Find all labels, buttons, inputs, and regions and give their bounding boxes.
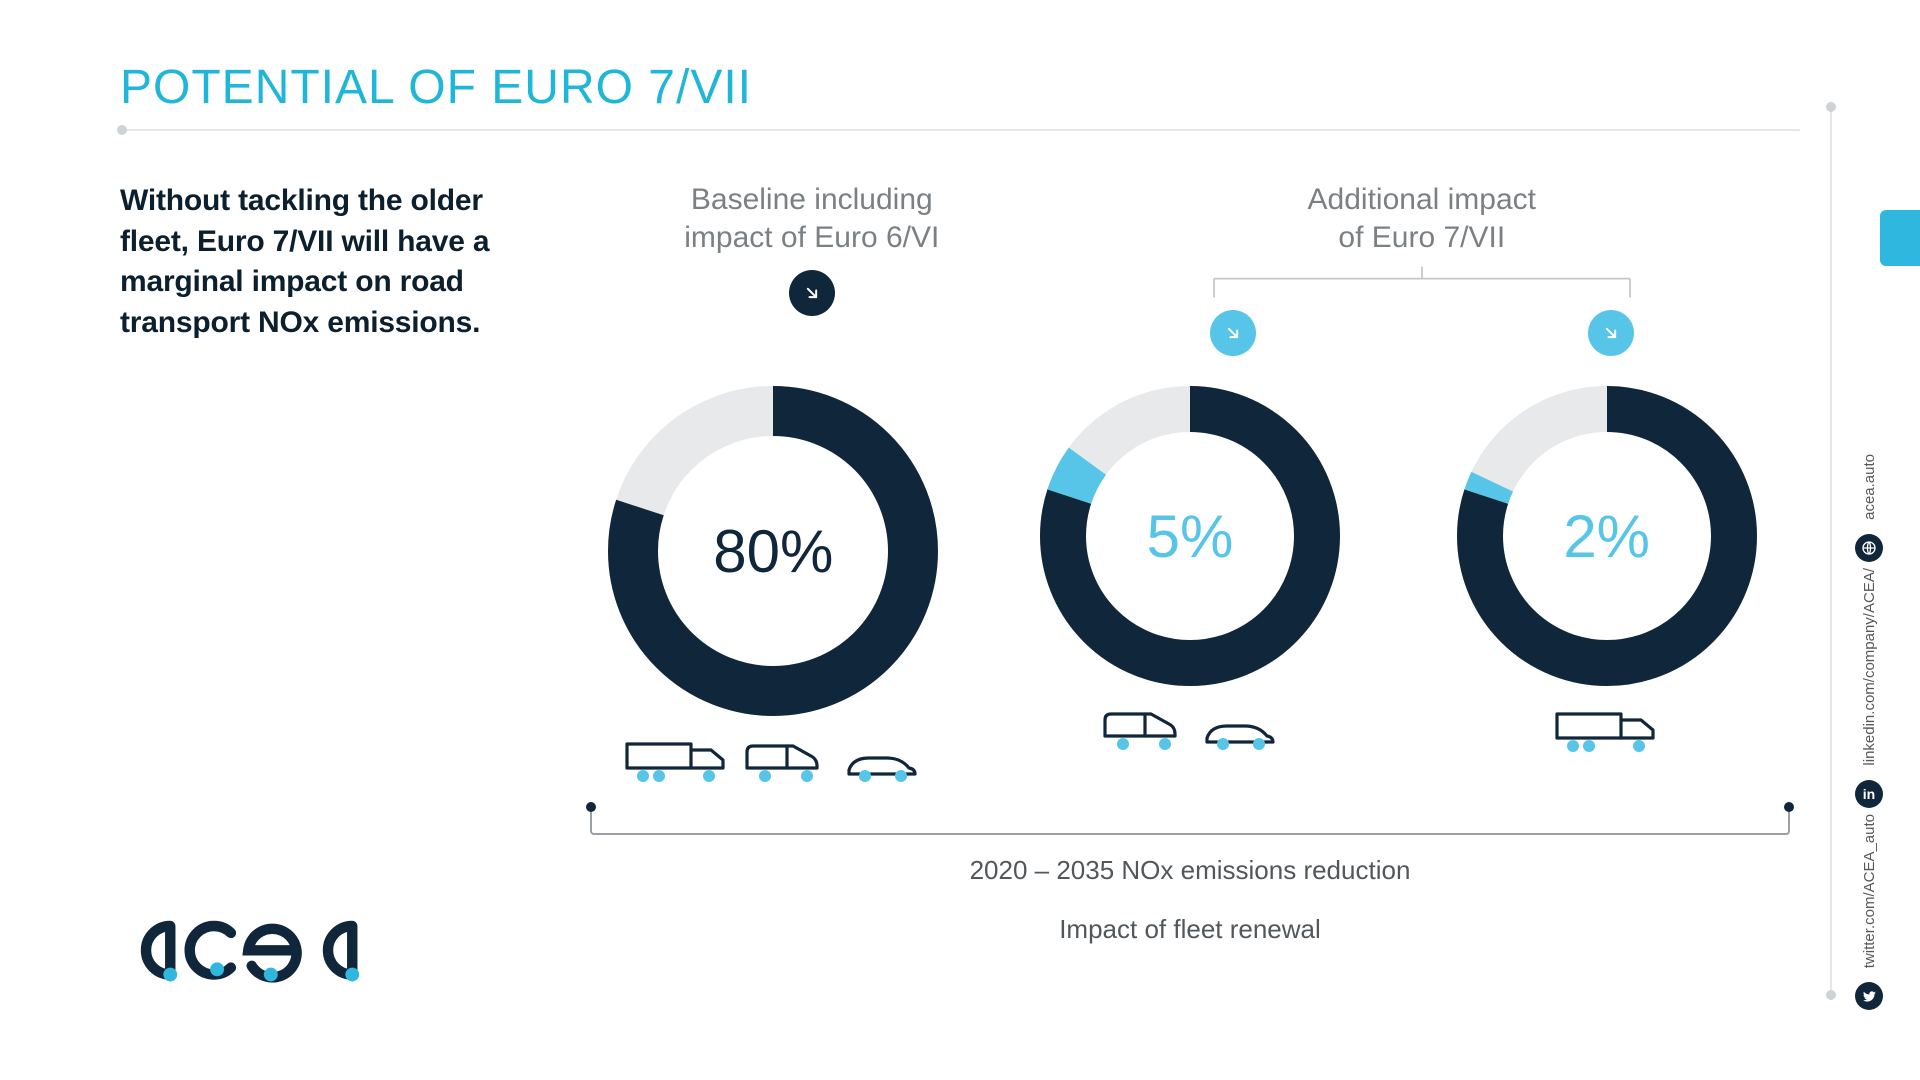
donut-value: 80% bbox=[608, 386, 938, 716]
truck-icon bbox=[625, 738, 729, 789]
twitter-icon[interactable] bbox=[1855, 982, 1883, 1010]
sidebar-link-text[interactable]: linkedin.com/company/ACEA/ bbox=[1861, 568, 1878, 766]
sidebar-link-text[interactable]: acea.auto bbox=[1861, 454, 1878, 520]
additional-section-label: Additional impact of Euro 7/VII bbox=[1044, 181, 1800, 356]
donut-chart: 80% bbox=[580, 386, 967, 789]
globe-icon[interactable] bbox=[1855, 534, 1883, 562]
arrow-down-right-icon bbox=[1588, 310, 1634, 356]
donuts-row: 80% 5% 2% bbox=[580, 386, 1800, 789]
arrow-down-right-icon bbox=[789, 270, 835, 316]
donut-chart: 2% bbox=[1413, 386, 1800, 789]
acea-logo bbox=[120, 900, 380, 1000]
timeline-caption: 2020 – 2035 NOx emissions reduction bbox=[580, 855, 1800, 886]
infographic-page: POTENTIAL OF EURO 7/VII Without tackling… bbox=[0, 0, 1920, 1080]
car-icon bbox=[1201, 712, 1279, 757]
section-labels-row: Baseline including impact of Euro 6/VI A… bbox=[580, 181, 1800, 356]
truck-icon bbox=[1555, 708, 1659, 759]
arrow-down-right-icon bbox=[1210, 310, 1256, 356]
vehicle-icons-row bbox=[625, 738, 921, 789]
donut-value: 2% bbox=[1457, 386, 1757, 686]
title-rule bbox=[120, 129, 1800, 131]
page-title: POTENTIAL OF EURO 7/VII bbox=[120, 60, 1800, 115]
van-icon bbox=[743, 740, 829, 789]
donut-value: 5% bbox=[1040, 386, 1340, 686]
sidebar-link-text[interactable]: twitter.com/ACEA_auto bbox=[1861, 814, 1878, 968]
baseline-section-label: Baseline including impact of Euro 6/VI bbox=[580, 181, 1044, 356]
donut-chart: 5% bbox=[997, 386, 1384, 789]
timeline-bracket bbox=[590, 807, 1790, 835]
linkedin-icon[interactable]: in bbox=[1855, 780, 1883, 808]
charts-area: Baseline including impact of Euro 6/VI A… bbox=[580, 181, 1800, 945]
social-sidebar: acea.auto linkedin.com/company/ACEA/in twi… bbox=[1834, 0, 1904, 1080]
lead-paragraph: Without tackling the older fleet, Euro 7… bbox=[120, 181, 540, 945]
sidebar-accent-tab bbox=[1880, 210, 1920, 266]
content-row: Without tackling the older fleet, Euro 7… bbox=[120, 181, 1800, 945]
right-frame-line bbox=[1830, 106, 1832, 996]
vehicle-icons-row bbox=[1101, 708, 1279, 757]
car-icon bbox=[843, 744, 921, 789]
fleet-renewal-caption: Impact of fleet renewal bbox=[580, 914, 1800, 945]
vehicle-icons-row bbox=[1555, 708, 1659, 759]
van-icon bbox=[1101, 708, 1187, 757]
